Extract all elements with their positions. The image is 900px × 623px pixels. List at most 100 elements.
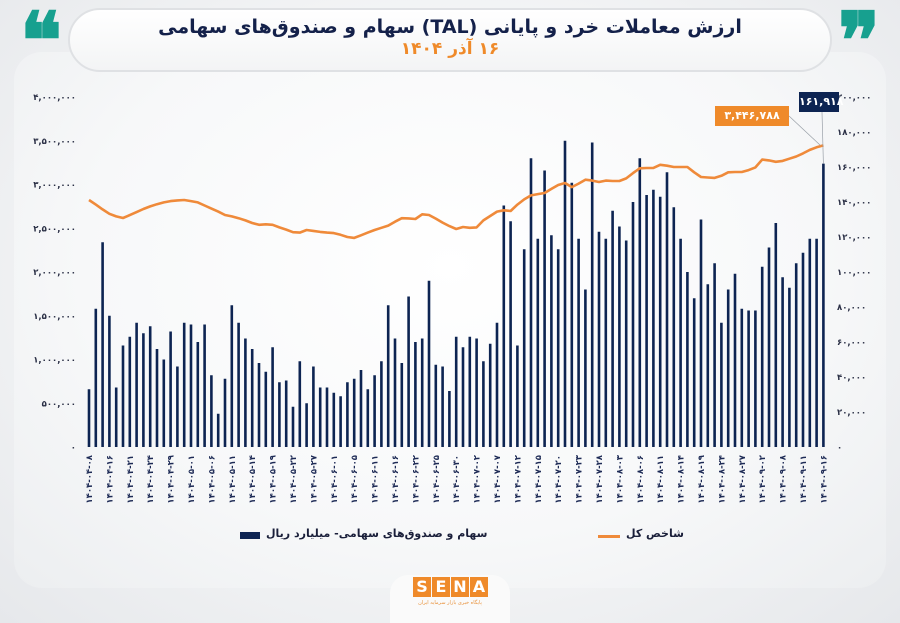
left-axis-tick: ۵۰۰,۰۰۰ <box>42 399 76 409</box>
bar <box>767 247 771 447</box>
title-banner: ارزش معاملات خرد و پایانی (TAL) سهام و ص… <box>68 8 832 72</box>
bar <box>128 336 132 447</box>
x-axis-tick: ۱۴۰۴-۰۵-۲۷ <box>309 454 319 503</box>
x-axis-tick: ۱۴۰۴-۰۸-۰۳ <box>615 454 625 503</box>
logo-letter: N <box>451 577 469 597</box>
bar <box>529 158 533 447</box>
bar <box>808 238 812 447</box>
x-axis-tick: ۱۴۰۴-۰۷-۱۲ <box>513 454 523 503</box>
bar <box>271 347 274 447</box>
bar <box>278 382 281 447</box>
right-axis-tick: ۱۰۰,۰۰۰ <box>837 268 871 278</box>
bar <box>468 336 472 447</box>
bar <box>94 308 98 447</box>
bar <box>244 338 247 447</box>
right-axis-tick: ۱۲۰,۰۰۰ <box>837 233 871 243</box>
bar <box>584 289 587 447</box>
bar <box>774 223 778 447</box>
bar <box>760 266 764 447</box>
x-axis-tick: ۱۴۰۴-۰۸-۱۱ <box>656 455 666 504</box>
bar <box>577 238 580 447</box>
bar <box>203 324 206 447</box>
left-axis-tick: ۴,۰۰۰,۰۰۰ <box>33 93 76 103</box>
bar <box>257 363 261 447</box>
bar <box>713 263 716 447</box>
bar <box>325 387 329 447</box>
bar <box>312 366 315 447</box>
right-axis-tick: ۱۸۰,۰۰۰ <box>837 128 871 138</box>
bar <box>570 182 574 447</box>
chart-date: ۱۶ آذر ۱۴۰۴ <box>400 39 500 59</box>
bar <box>142 333 145 447</box>
quote-open-icon: ❝ <box>20 0 62 87</box>
bar <box>264 371 268 447</box>
x-axis-tick: ۱۴۰۴-۰۵-۰۱ <box>187 455 197 504</box>
bar <box>658 196 662 447</box>
bar <box>346 382 349 447</box>
bar <box>135 322 138 447</box>
logo-letter: E <box>432 577 450 597</box>
x-axis-tick: ۱۴۰۴-۰۴-۱۶ <box>105 455 115 504</box>
bar <box>230 305 234 447</box>
bar <box>706 284 710 447</box>
sena-logo: S E N A <box>413 577 489 597</box>
bar <box>210 375 213 447</box>
bar <box>441 366 444 447</box>
right-axis-tick: ۰ <box>837 443 842 453</box>
bar <box>672 207 676 447</box>
bar <box>563 140 567 447</box>
left-axis-tick: ۳,۵۰۰,۰۰۰ <box>33 137 76 147</box>
bar <box>665 172 669 447</box>
left-axis-tick: ۲,۰۰۰,۰۰۰ <box>33 268 76 278</box>
logo-tagline: پایگاه خبری بازار سرمایه ایران <box>418 600 482 606</box>
bar <box>597 231 601 447</box>
bar <box>604 238 608 447</box>
bar <box>237 322 240 447</box>
chart-title: ارزش معاملات خرد و پایانی (TAL) سهام و ص… <box>158 16 742 38</box>
bar <box>182 322 186 447</box>
bar <box>169 331 172 447</box>
x-axis-tick: ۱۴۰۴-۰۸-۰۶ <box>636 455 646 504</box>
x-axis-tick: ۱۴۰۴-۰۴-۲۴ <box>146 455 156 504</box>
logo-tab <box>390 575 510 623</box>
bar <box>380 361 383 447</box>
bar <box>223 378 227 447</box>
left-axis-tick: ۳,۰۰۰,۰۰۰ <box>33 181 76 191</box>
bar <box>305 403 308 447</box>
bar <box>522 249 526 447</box>
bar <box>108 315 111 447</box>
quote-close-icon: ❞ <box>838 0 880 87</box>
bar <box>686 272 689 447</box>
x-axis-tick: ۱۴۰۴-۰۶-۲۵ <box>432 455 442 504</box>
bar <box>726 289 730 447</box>
x-axis-tick: ۱۴۰۴-۰۶-۲۲ <box>411 454 421 503</box>
right-axis-tick: ۱۶۰,۰۰۰ <box>837 163 871 173</box>
bar <box>502 205 506 447</box>
left-axis-tick: ۱,۰۰۰,۰۰۰ <box>33 356 76 366</box>
bar <box>794 263 798 447</box>
bar <box>373 375 376 447</box>
right-axis-tick: ۱۴۰,۰۰۰ <box>837 198 871 208</box>
bar <box>420 338 424 447</box>
bar <box>495 322 499 447</box>
x-axis-tick: ۱۴۰۴-۰۵-۰۶ <box>207 455 217 504</box>
bar <box>679 238 682 447</box>
legend-line-label: شاخص کل <box>626 527 684 540</box>
bar <box>359 370 363 447</box>
bar <box>692 298 696 447</box>
bar <box>176 366 179 447</box>
bar <box>284 380 288 447</box>
bar <box>638 158 642 447</box>
bar <box>366 389 370 447</box>
legend-bars-label: سهام و صندوق‌های سهامی- میلیارد ریال <box>266 527 488 540</box>
last-bar-callout: ۱۶۱,۹۱۸ <box>799 92 843 112</box>
bar <box>434 364 438 447</box>
logo-letter: A <box>470 577 488 597</box>
x-axis-tick: ۱۴۰۴-۰۴-۲۱ <box>126 455 136 504</box>
x-axis-tick: ۱۴۰۴-۰۷-۲۰ <box>554 455 564 504</box>
x-axis-tick: ۱۴۰۴-۰۶-۱۶ <box>391 455 401 504</box>
bar <box>196 342 200 447</box>
x-axis-tick: ۱۴۰۴-۰۶-۱۱ <box>371 455 381 504</box>
bar <box>740 308 744 447</box>
bar <box>536 238 540 447</box>
